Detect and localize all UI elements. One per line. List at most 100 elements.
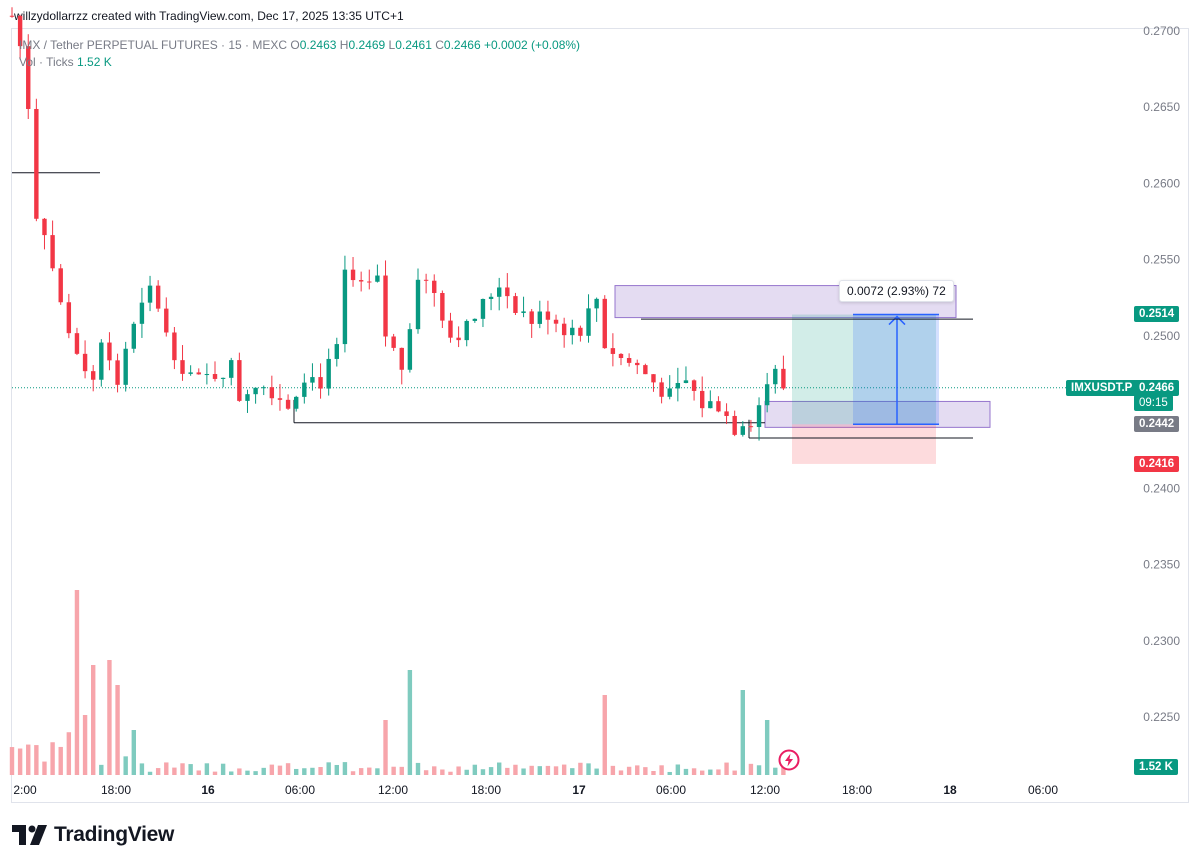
volume-bar xyxy=(578,762,583,775)
candle-body xyxy=(212,374,218,379)
x-tick-label: 06:00 xyxy=(1028,783,1058,797)
candle-body xyxy=(180,360,185,374)
chart-frame[interactable] xyxy=(11,28,1189,803)
candle-body xyxy=(675,382,681,389)
volume-bar xyxy=(415,762,421,775)
volume-bar xyxy=(237,768,242,775)
candle-body xyxy=(748,426,754,428)
candle-body xyxy=(253,387,258,395)
legend-close-value: 0.2466 xyxy=(443,38,481,52)
volume-bar xyxy=(318,767,323,775)
candle-body xyxy=(318,377,323,389)
legend-symbol: IMX / Tether PERPETUAL FUTURES · 15 · ME… xyxy=(19,38,288,52)
candle-body xyxy=(764,384,770,406)
volume-bar xyxy=(229,771,234,775)
candle-body xyxy=(34,108,39,219)
volume-bar xyxy=(732,770,737,775)
candle-body xyxy=(480,298,486,319)
flash-icon[interactable] xyxy=(778,749,800,771)
candle-body xyxy=(42,218,47,236)
volume-bar xyxy=(310,767,315,775)
volume-bar xyxy=(472,764,478,775)
y-tick-label: 0.2600 xyxy=(1143,176,1180,190)
candle-body xyxy=(358,280,364,282)
volume-bar xyxy=(375,768,380,775)
candle-body xyxy=(781,368,786,389)
y-tick-label: 0.2550 xyxy=(1143,253,1180,267)
legend-change: +0.0002 (+0.08%) xyxy=(483,38,581,52)
candle-body xyxy=(407,329,413,370)
target-price-tag: 0.2514 xyxy=(1134,306,1180,322)
volume-bar xyxy=(586,763,591,775)
candle-body xyxy=(448,320,453,338)
candle-body xyxy=(586,308,591,336)
measure-label[interactable]: 0.0072 (2.93%) 72 xyxy=(839,280,954,302)
candle-body xyxy=(724,411,729,416)
candle-body xyxy=(708,401,713,409)
volume-bar xyxy=(407,670,413,775)
volume-bar xyxy=(50,742,55,775)
candle-body xyxy=(383,275,388,337)
candle-body xyxy=(570,327,575,336)
volume-bar xyxy=(123,756,128,775)
candle-body xyxy=(74,333,80,354)
volume-bar xyxy=(708,769,713,775)
brand-name: TradingView xyxy=(54,823,175,846)
x-tick-label: 06:00 xyxy=(285,783,315,797)
volume-bar xyxy=(497,762,502,775)
candle-body xyxy=(204,374,210,376)
candle-body xyxy=(756,405,762,428)
candle-body xyxy=(610,348,616,354)
volume-bar xyxy=(740,690,745,775)
last-price-tag: 0.2466 xyxy=(1134,380,1180,396)
candle-body xyxy=(9,15,15,17)
x-tick-label: 18:00 xyxy=(842,783,872,797)
candle-body xyxy=(529,311,534,324)
legend-volume: Vol · Ticks 1.52 K xyxy=(19,55,112,69)
candle-body xyxy=(497,287,502,297)
volume-bar xyxy=(618,770,624,775)
y-tick-label: 0.2700 xyxy=(1143,24,1180,38)
volume-bar xyxy=(74,590,80,775)
volume-bar xyxy=(505,767,510,775)
volume-tag: 1.52 K xyxy=(1134,759,1178,775)
demand-zone xyxy=(764,400,991,428)
x-tick-label: 16 xyxy=(201,783,215,797)
volume-bar xyxy=(155,768,161,775)
candle-body xyxy=(66,302,72,334)
volume-bar xyxy=(594,768,599,775)
candle-body xyxy=(683,380,689,383)
y-tick-label: 0.2650 xyxy=(1143,100,1180,114)
candle-body xyxy=(464,320,469,341)
candle-body xyxy=(139,302,145,324)
volume-bar xyxy=(17,748,23,775)
candle-body xyxy=(740,426,745,435)
candle-body xyxy=(310,377,315,383)
candle-body xyxy=(423,279,429,281)
tradingview-logo[interactable]: TradingView xyxy=(12,823,174,847)
volume-bar xyxy=(66,732,72,775)
candle-body xyxy=(659,382,664,397)
tradingview-logo-icon xyxy=(12,825,47,845)
entry-price-tag: 0.2442 xyxy=(1134,416,1180,432)
candle-body xyxy=(521,311,526,313)
candle-body xyxy=(391,336,396,348)
volume-bar xyxy=(635,765,640,775)
volume-bar xyxy=(724,762,729,775)
volume-bar xyxy=(82,715,88,775)
symbol-tag: IMXUSDT.P xyxy=(1066,380,1138,396)
candle-body xyxy=(732,415,737,435)
candle-body xyxy=(229,360,234,378)
volume-bar xyxy=(220,763,226,775)
candle-body xyxy=(58,268,63,303)
candle-body xyxy=(513,296,518,313)
candle-body xyxy=(399,347,404,370)
candle-body xyxy=(700,390,705,409)
x-tick-label: 12:00 xyxy=(750,783,780,797)
volume-bar xyxy=(358,768,364,775)
measure-box xyxy=(853,314,939,425)
candle-body xyxy=(667,388,672,397)
candle-body xyxy=(643,365,648,375)
volume-bar xyxy=(91,665,96,775)
